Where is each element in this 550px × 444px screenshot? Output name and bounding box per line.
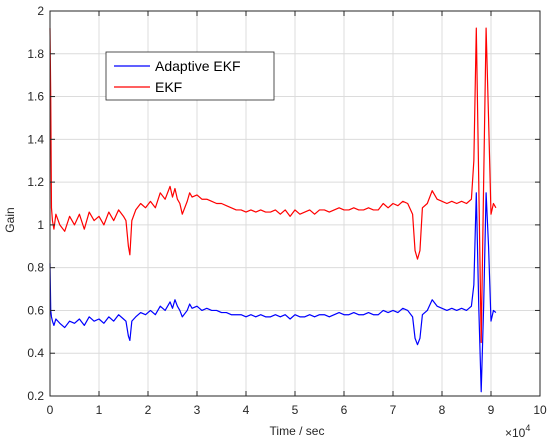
x-tick-label: 9 (488, 403, 495, 417)
x-tick-label: 7 (390, 403, 397, 417)
x-tick-label: 10 (533, 403, 547, 417)
legend-label-adaptive-ekf: Adaptive EKF (155, 58, 241, 74)
y-tick-label: 1 (37, 218, 44, 232)
x-tick-label: 5 (292, 403, 299, 417)
y-tick-label: 0.6 (27, 303, 44, 317)
adaptive-ekf-series-line (49, 192, 497, 393)
x-tick-label: 1 (96, 403, 103, 417)
legend: Adaptive EKF EKF (105, 51, 275, 101)
y-tick-label: 0.2 (27, 389, 44, 403)
y-tick-label: 1.4 (27, 132, 44, 146)
y-tick-label: 2 (37, 4, 44, 18)
y-tick-label: 0.4 (27, 346, 44, 360)
x-tick-label: 3 (194, 403, 201, 417)
y-tick-label: 1.8 (27, 47, 44, 61)
series-layer (49, 27, 497, 393)
legend-box (105, 51, 275, 101)
x-tick-label: 8 (439, 403, 446, 417)
x-tick-label: 2 (145, 403, 152, 417)
y-tick-label: 1.2 (27, 175, 44, 189)
ticks: 0 1 2 3 4 5 6 7 8 9 10 0.2 0.4 0.6 0.8 1 1.2 1.4 1.6 1.8 2 (27, 4, 547, 417)
ekf-series-line (49, 27, 497, 344)
y-axis-title: Gain (3, 207, 17, 232)
x-tick-label: 6 (341, 403, 348, 417)
x-exponent-label: ×104 (505, 423, 530, 440)
y-tick-label: 1.6 (27, 90, 44, 104)
legend-label-ekf: EKF (155, 79, 182, 95)
x-tick-label: 0 (47, 403, 54, 417)
y-tick-label: 0.8 (27, 261, 44, 275)
x-axis-title: Time / sec (270, 424, 325, 438)
x-tick-label: 4 (243, 403, 250, 417)
